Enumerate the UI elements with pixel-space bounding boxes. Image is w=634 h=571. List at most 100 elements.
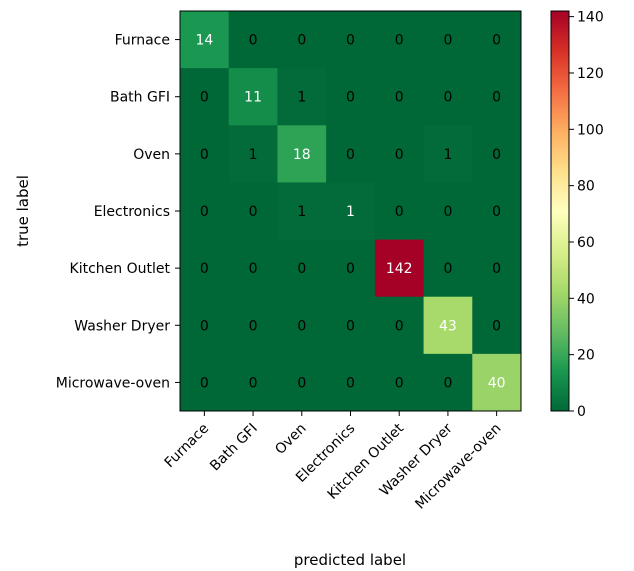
heatmap-cell [326,125,376,183]
cell-value-label: 0 [492,318,501,334]
colorbar-tick-label: 100 [577,122,604,138]
heatmap-cell [374,68,425,126]
heatmap-cell [374,296,425,355]
y-tick-label: Washer Dryer [74,318,170,334]
colorbar-tick-label: 0 [577,404,586,420]
heatmap-cell [277,182,327,241]
colorbar-tick-label: 140 [577,10,604,26]
cell-value-label: 142 [386,261,413,277]
cell-value-label: 1 [297,204,306,220]
heatmap-cell [228,68,278,126]
cell-value-label: 0 [346,90,355,106]
heatmap-cell [277,296,327,355]
cell-value-label: 0 [395,204,404,220]
y-tick-label: Oven [133,147,170,163]
cell-value-label: 0 [395,90,404,106]
x-tick-label: Bath GFI [207,421,261,475]
cell-value-label: 0 [492,90,501,106]
cell-value-label: 0 [443,204,452,220]
cell-value-label: 18 [293,147,311,163]
cell-value-label: 0 [200,204,209,220]
cell-value-label: 0 [395,318,404,334]
cell-value-label: 0 [346,375,355,391]
cell-value-label: 0 [443,261,452,277]
cell-value-label: 0 [395,147,404,163]
cell-value-label: 0 [443,33,452,49]
heatmap-cell [277,125,327,183]
cell-value-label: 0 [249,261,258,277]
x-tick-label: Furnace [162,421,213,472]
y-tick-label: Kitchen Outlet [70,261,171,277]
heatmap-cell [228,182,278,241]
heatmap-cell [423,125,473,183]
heatmap-cell [180,353,230,412]
cell-value-label: 0 [346,33,355,49]
colorbar [550,10,570,412]
heatmap-cell [423,296,473,355]
colorbar-ticks: 0 20 40 60 80 100 120 140 [569,10,604,420]
heatmap-cell [423,353,473,412]
cell-value-label: 0 [249,204,258,220]
heatmap-cell [472,125,522,183]
heatmap-cell [277,68,327,126]
y-axis-ticks: Furnace Bath GFI Oven Electronics Kitchen Ou… [56,33,180,391]
heatmap-cell [423,68,473,126]
heatmap-cell [180,125,230,183]
cell-value-label: 0 [249,375,258,391]
heatmap-cell [472,353,522,412]
cell-value-label: 0 [249,318,258,334]
cell-value-label: 0 [200,90,209,106]
cell-value-label: 1 [297,90,306,106]
y-tick-label: Electronics [94,204,170,220]
cell-value-label: 0 [249,33,258,49]
cell-value-label: 0 [200,375,209,391]
y-tick-label: Microwave-oven [56,375,170,391]
heatmap-cell [374,353,425,412]
x-tick-label: Microwave-oven [412,421,504,513]
heatmap-cell [374,125,425,183]
y-tick-label: Furnace [115,33,170,49]
heatmap-cell [180,11,230,69]
heatmap-cell [326,182,376,241]
cell-value-label: 0 [297,261,306,277]
cell-value-label: 0 [297,33,306,49]
cell-value-label: 0 [492,147,501,163]
heatmap-cell [180,239,230,298]
heatmap-cell [180,68,230,126]
cell-value-label: 0 [297,375,306,391]
cell-value-label: 0 [200,261,209,277]
heatmap-cell [374,239,425,298]
cell-value-label: 1 [443,147,452,163]
cell-value-label: 0 [443,90,452,106]
colorbar-tick-label: 120 [577,66,604,82]
heatmap-cell [326,239,376,298]
cell-value-label: 0 [395,375,404,391]
cell-value-labels: 14 0 0 0 0 0 00 11 1 0 0 0 00 1 18 0 0 1 00 0 1 1 0 0 00 0 0 0 142 0 0… [195,33,505,392]
x-tick-label: Oven [272,421,309,458]
cell-value-label: 0 [297,318,306,334]
cell-value-label: 14 [195,33,213,49]
heatmap-cell [228,353,278,412]
colorbar-tick-label: 80 [577,179,595,195]
heatmap-cell [180,182,230,241]
heatmap-cell [472,296,522,355]
heatmap-cells [180,11,522,412]
heatmap-cell [423,239,473,298]
heatmap-cell [472,68,522,126]
y-tick-label: Bath GFI [110,90,170,106]
colorbar-tick-label: 20 [577,348,595,364]
cell-value-label: 0 [492,261,501,277]
cell-value-label: 0 [200,318,209,334]
y-axis-title: true label [14,175,32,247]
cell-value-label: 43 [439,318,457,334]
cell-value-label: 0 [346,318,355,334]
heatmap-cell [423,11,473,69]
heatmap-cell [180,296,230,355]
cell-value-label: 0 [395,33,404,49]
cell-value-label: 0 [200,147,209,163]
heatmap-cell [277,353,327,412]
heatmap-cell [326,353,376,412]
x-axis-title: predicted label [294,551,406,569]
